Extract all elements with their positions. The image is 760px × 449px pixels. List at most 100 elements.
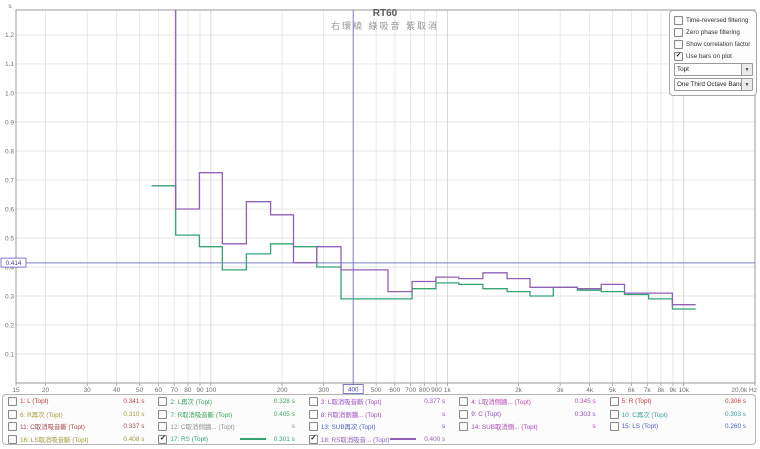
x-tick-label: 800 <box>419 387 430 394</box>
x-tick-label: 20.0k Hz <box>731 387 757 394</box>
legend-label: 17: RS (Topt) <box>170 435 209 443</box>
x-tick-label: 60 <box>155 387 163 394</box>
x-tick-label: 20 <box>42 387 50 394</box>
legend-item-17: ✓ 17: RS (Topt) 0.301 s <box>153 433 303 444</box>
legend-item-9: 9: C (Topt) 0.303 s <box>454 408 604 421</box>
legend-checkbox-17[interactable]: ✓ <box>158 434 168 444</box>
control-row-3: ✓ Use bars on plot <box>674 51 753 61</box>
legend-item-2: 2: L再次 (Topt) 0.328 s <box>153 395 303 408</box>
legend-value: 0.408 s <box>123 435 145 443</box>
legend-checkbox-9[interactable] <box>459 409 469 419</box>
series-green-rs[interactable] <box>151 185 696 310</box>
x-tick-label: 600 <box>389 387 400 394</box>
legend-checkbox-5[interactable] <box>609 396 619 406</box>
y-tick-label: 0.1 <box>5 351 14 358</box>
legend-label: 3: L取消吸音斷 (Topt) <box>320 398 382 406</box>
legend-value: 0.310 s <box>123 410 145 418</box>
chevron-down-icon[interactable]: ▼ <box>741 64 752 75</box>
legend-label: 11: C取消吸音斷 (Topt) <box>20 424 85 432</box>
checkbox-use-bars-on-plot[interactable]: ✓ <box>674 51 683 61</box>
x-tick-label: 500 <box>371 387 382 394</box>
legend-checkbox-6[interactable] <box>8 409 17 419</box>
legend-checkbox-18[interactable]: ✓ <box>308 434 318 444</box>
legend-item-13: 13: SUB再次 (Topt) s <box>304 420 454 433</box>
legend-checkbox-3[interactable] <box>308 396 318 406</box>
x-tick-label: 100 <box>205 387 216 394</box>
dropdown-value: Topt <box>677 66 689 73</box>
x-tick-label: 700 <box>405 387 416 394</box>
y-tick-label: 0.2 <box>5 322 14 329</box>
cursor-x-readout-box <box>342 384 364 394</box>
checkbox-label: Use bars on plot <box>686 52 732 60</box>
legend-value: 0.303 s <box>725 410 746 418</box>
chevron-down-icon[interactable]: ▼ <box>741 79 752 90</box>
chart-subtitle: 右環繞 綠吸音 紫取消 <box>330 21 439 31</box>
legend-item-7: 7: R取消吸音斷 (Topt) 0.405 s <box>153 408 303 421</box>
legend-label: 5: R (Topt) <box>621 397 652 405</box>
chart-title: RT60 <box>372 8 398 19</box>
legend-checkbox-14[interactable] <box>459 422 469 432</box>
legend-checkbox-4[interactable] <box>459 396 469 406</box>
x-tick-label: 1k <box>444 387 452 394</box>
checkbox-time-reversed-filtering[interactable] <box>674 15 683 25</box>
legend-label: 15: LS (Topt) <box>621 423 659 431</box>
legend-line-swatch <box>390 438 417 441</box>
legend-label: 2: L再次 (Topt) <box>170 398 212 406</box>
dropdown-value: One Third Octave Bands <box>677 81 741 88</box>
measurement-legend: 1: L (Topt) 0.341 s 2: L再次 (Topt) 0.328 s 3:… <box>2 394 756 445</box>
legend-checkbox-15[interactable] <box>609 422 619 432</box>
legend-value: s <box>592 423 596 431</box>
control-row-2: Show correlation factor <box>674 39 753 49</box>
legend-checkbox-2[interactable] <box>158 396 168 406</box>
checkbox-label: Zero phase filtering <box>686 28 740 36</box>
legend-item-18: ✓ 18: RS取消吸音... (Topt) 0.400 s <box>304 433 454 444</box>
legend-checkbox-13[interactable] <box>308 422 318 432</box>
y-tick-label: 1.2 <box>5 32 14 39</box>
legend-checkbox-16[interactable] <box>8 434 17 444</box>
series-purple-rs-cancel[interactable] <box>152 0 696 306</box>
x-tick-label: 70 <box>171 387 179 394</box>
checkbox-show-correlation-factor[interactable] <box>674 39 683 49</box>
legend-label: 1: L (Topt) <box>20 397 49 405</box>
legend-label: 16: LS取消吸音斷 (Topt) <box>20 436 89 444</box>
legend-label: 12: C取消側牆... (Topt) <box>170 424 235 432</box>
legend-label: 9: C (Topt) <box>471 410 502 418</box>
legend-checkbox-8[interactable] <box>308 409 318 419</box>
legend-checkbox-11[interactable] <box>8 422 17 432</box>
legend-label: 18: RS取消吸音... (Topt) <box>320 436 390 444</box>
x-tick-label: 2k <box>515 387 523 394</box>
x-tick-label: 40 <box>113 387 121 394</box>
y-tick-label: 0.4 <box>5 264 14 271</box>
legend-line-swatch <box>239 438 266 441</box>
x-tick-label: 6k <box>628 387 636 394</box>
legend-value: 0.306 s <box>725 397 746 405</box>
legend-value: 0.341 s <box>123 397 145 405</box>
x-tick-label: 10k <box>679 387 690 394</box>
dropdown-octave-bands[interactable]: One Third Octave Bands ▼ <box>674 78 753 91</box>
x-tick-label: 5k <box>609 387 617 394</box>
legend-label: 14: SUB取消側... (Topt) <box>471 424 538 432</box>
checkbox-zero-phase-filtering[interactable] <box>674 27 683 37</box>
y-tick-label: 0.3 <box>5 293 14 300</box>
control-row-0: Time-reversed filtering <box>674 15 753 25</box>
x-tick-label: 9k <box>670 387 678 394</box>
legend-label: 7: R取消吸音斷 (Topt) <box>170 411 233 419</box>
checkbox-label: Show correlation factor <box>686 40 751 48</box>
control-row-1: Zero phase filtering <box>674 27 753 37</box>
legend-checkbox-7[interactable] <box>158 409 168 419</box>
cursor-y-readout-box <box>0 257 27 268</box>
legend-value: 0.337 s <box>123 423 145 431</box>
legend-label: 6: R再次 (Topt) <box>20 411 63 419</box>
y-tick-label: 0.9 <box>5 119 14 126</box>
legend-checkbox-10[interactable] <box>609 409 619 419</box>
legend-item-11: 11: C取消吸音斷 (Topt) 0.337 s <box>3 420 153 433</box>
dropdown-topt[interactable]: Topt ▼ <box>674 63 753 76</box>
legend-label: 4: L取消側牆... (Topt) <box>471 398 531 406</box>
legend-value: 0.328 s <box>273 397 295 405</box>
legend-checkbox-12[interactable] <box>158 422 168 432</box>
legend-checkbox-1[interactable] <box>8 396 17 406</box>
rt60-plot[interactable]: 15 20 30 40 50 60 70 80 90 100 200 300 500 600 700 800 9… <box>0 0 760 394</box>
y-tick-label: 0.7 <box>5 177 14 184</box>
legend-value: s <box>441 410 446 418</box>
